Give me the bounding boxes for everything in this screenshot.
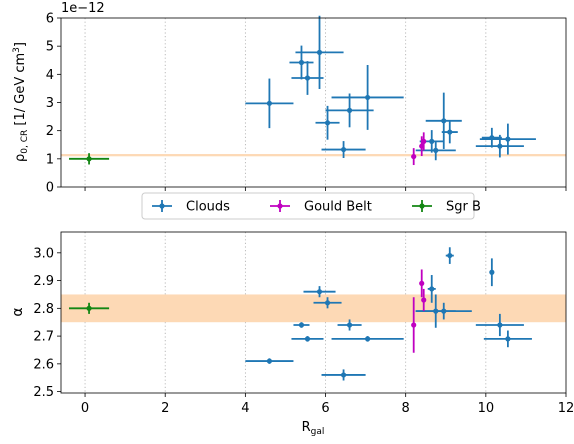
alpha-axes-frame [60,231,567,394]
y-tick-label: 0 [46,181,54,196]
clouds-point-13 [497,143,503,149]
y-tick-label: 4 [46,68,54,83]
x-axis-label: Rgal [302,420,325,437]
legend-clouds-marker [159,203,165,209]
clouds-point-1 [298,59,305,66]
clouds-point-0 [266,358,273,364]
density-y-ticks: 0 1 2 3 4 5 6 [46,12,61,196]
y-tick-label: 2.5 [33,385,54,400]
density-y-label-superscript: 3 [12,47,22,53]
clouds-point-8 [429,286,435,292]
density-y-label-unit: [1/ GeV cm [13,53,28,130]
gould-belt-point-1 [419,280,425,286]
clouds-point-9 [433,147,439,153]
clouds-point-8 [429,138,435,144]
clouds-point-14 [505,136,511,142]
clouds-point-14 [505,336,511,342]
clouds-point-3 [316,289,323,295]
clouds-point-4 [324,300,331,306]
clouds-point-10 [441,308,447,314]
alpha-y-ticks: 2.5 2.6 2.7 2.8 2.9 3.0 [33,246,61,400]
clouds-point-5 [340,146,347,153]
clouds-point-12 [489,135,495,141]
gould-belt-point-0 [411,322,417,328]
x-tick-label: 0 [81,401,89,416]
legend-box [141,192,475,220]
clouds-point-7 [365,94,371,101]
legend-sgr-b-label: Sgr B [446,200,481,215]
gould-belt-point-2 [421,297,427,303]
clouds-point-3 [316,49,323,55]
sgr-b-point-0 [86,156,92,162]
y-tick-label: 3 [46,96,54,111]
alpha-gridlines [84,232,487,393]
density-reference-band [61,154,566,157]
gould-belt-point-0 [411,153,417,160]
x-tick-label: 10 [478,401,495,416]
clouds-point-7 [365,336,371,342]
clouds-point-2 [304,336,311,342]
x-tick-label: 8 [402,401,410,416]
gould-belt-point-1 [419,143,425,149]
clouds-point-10 [441,118,447,124]
clouds-point-11 [447,252,453,259]
legend-gould-belt-label: Gould Belt [304,200,372,215]
y-tick-label: 2.9 [33,274,54,289]
clouds-point-0 [266,100,273,106]
legend-clouds-label: Clouds [186,200,230,215]
clouds-point-4 [324,120,331,126]
x-tick-label: 12 [558,401,574,416]
y-tick-label: 2 [46,124,54,139]
density-y-label-subscript: 0, CR [20,130,30,154]
y-tick-label: 5 [46,40,54,55]
y-tick-label: 1 [46,152,54,167]
alpha-reference-band [61,294,566,323]
clouds-point-11 [447,129,453,135]
y-tick-label: 3.0 [33,246,54,261]
density-points [86,49,511,162]
clouds-point-5 [340,372,347,378]
clouds-point-1 [298,322,305,328]
legend: Clouds Gould Belt Sgr B [141,192,481,220]
x-tick-label: 2 [161,401,169,416]
x-label-subscript: gal [311,427,325,437]
y-tick-label: 2.8 [33,302,54,317]
y-tick-label: 2.7 [33,330,54,345]
x-label-symbol: R [302,420,311,435]
clouds-point-13 [497,322,503,328]
alpha-panel: 2.5 2.6 2.7 2.8 2.9 3.0 0 2 4 6 8 10 12 α Rgal [10,231,574,437]
clouds-point-12 [489,269,495,275]
y-tick-label: 2.6 [33,357,54,372]
x-tick-label: 4 [241,401,249,416]
clouds-point-2 [304,75,311,81]
density-y-label-close: ] [13,42,28,47]
gould-belt-point-2 [421,138,427,144]
y-tick-label: 6 [46,12,54,27]
density-x-ticks [84,187,567,191]
density-y-axis-label: ρ0, CR [1/ GeV cm3] [12,42,30,162]
x-tick-label: 6 [321,401,329,416]
clouds-point-6 [346,322,353,328]
alpha-x-ticks: 0 2 4 6 8 10 12 [81,393,574,416]
density-y-label-symbol: ρ [13,154,28,162]
alpha-points [86,252,511,378]
density-offset-text: 1e−12 [61,1,105,16]
clouds-point-9 [433,308,439,314]
legend-sgr-b-marker [419,203,425,209]
alpha-y-axis-label: α [10,307,26,316]
legend-gould-belt-marker [277,203,283,209]
sgr-b-point-0 [86,305,92,311]
clouds-point-6 [346,107,353,113]
